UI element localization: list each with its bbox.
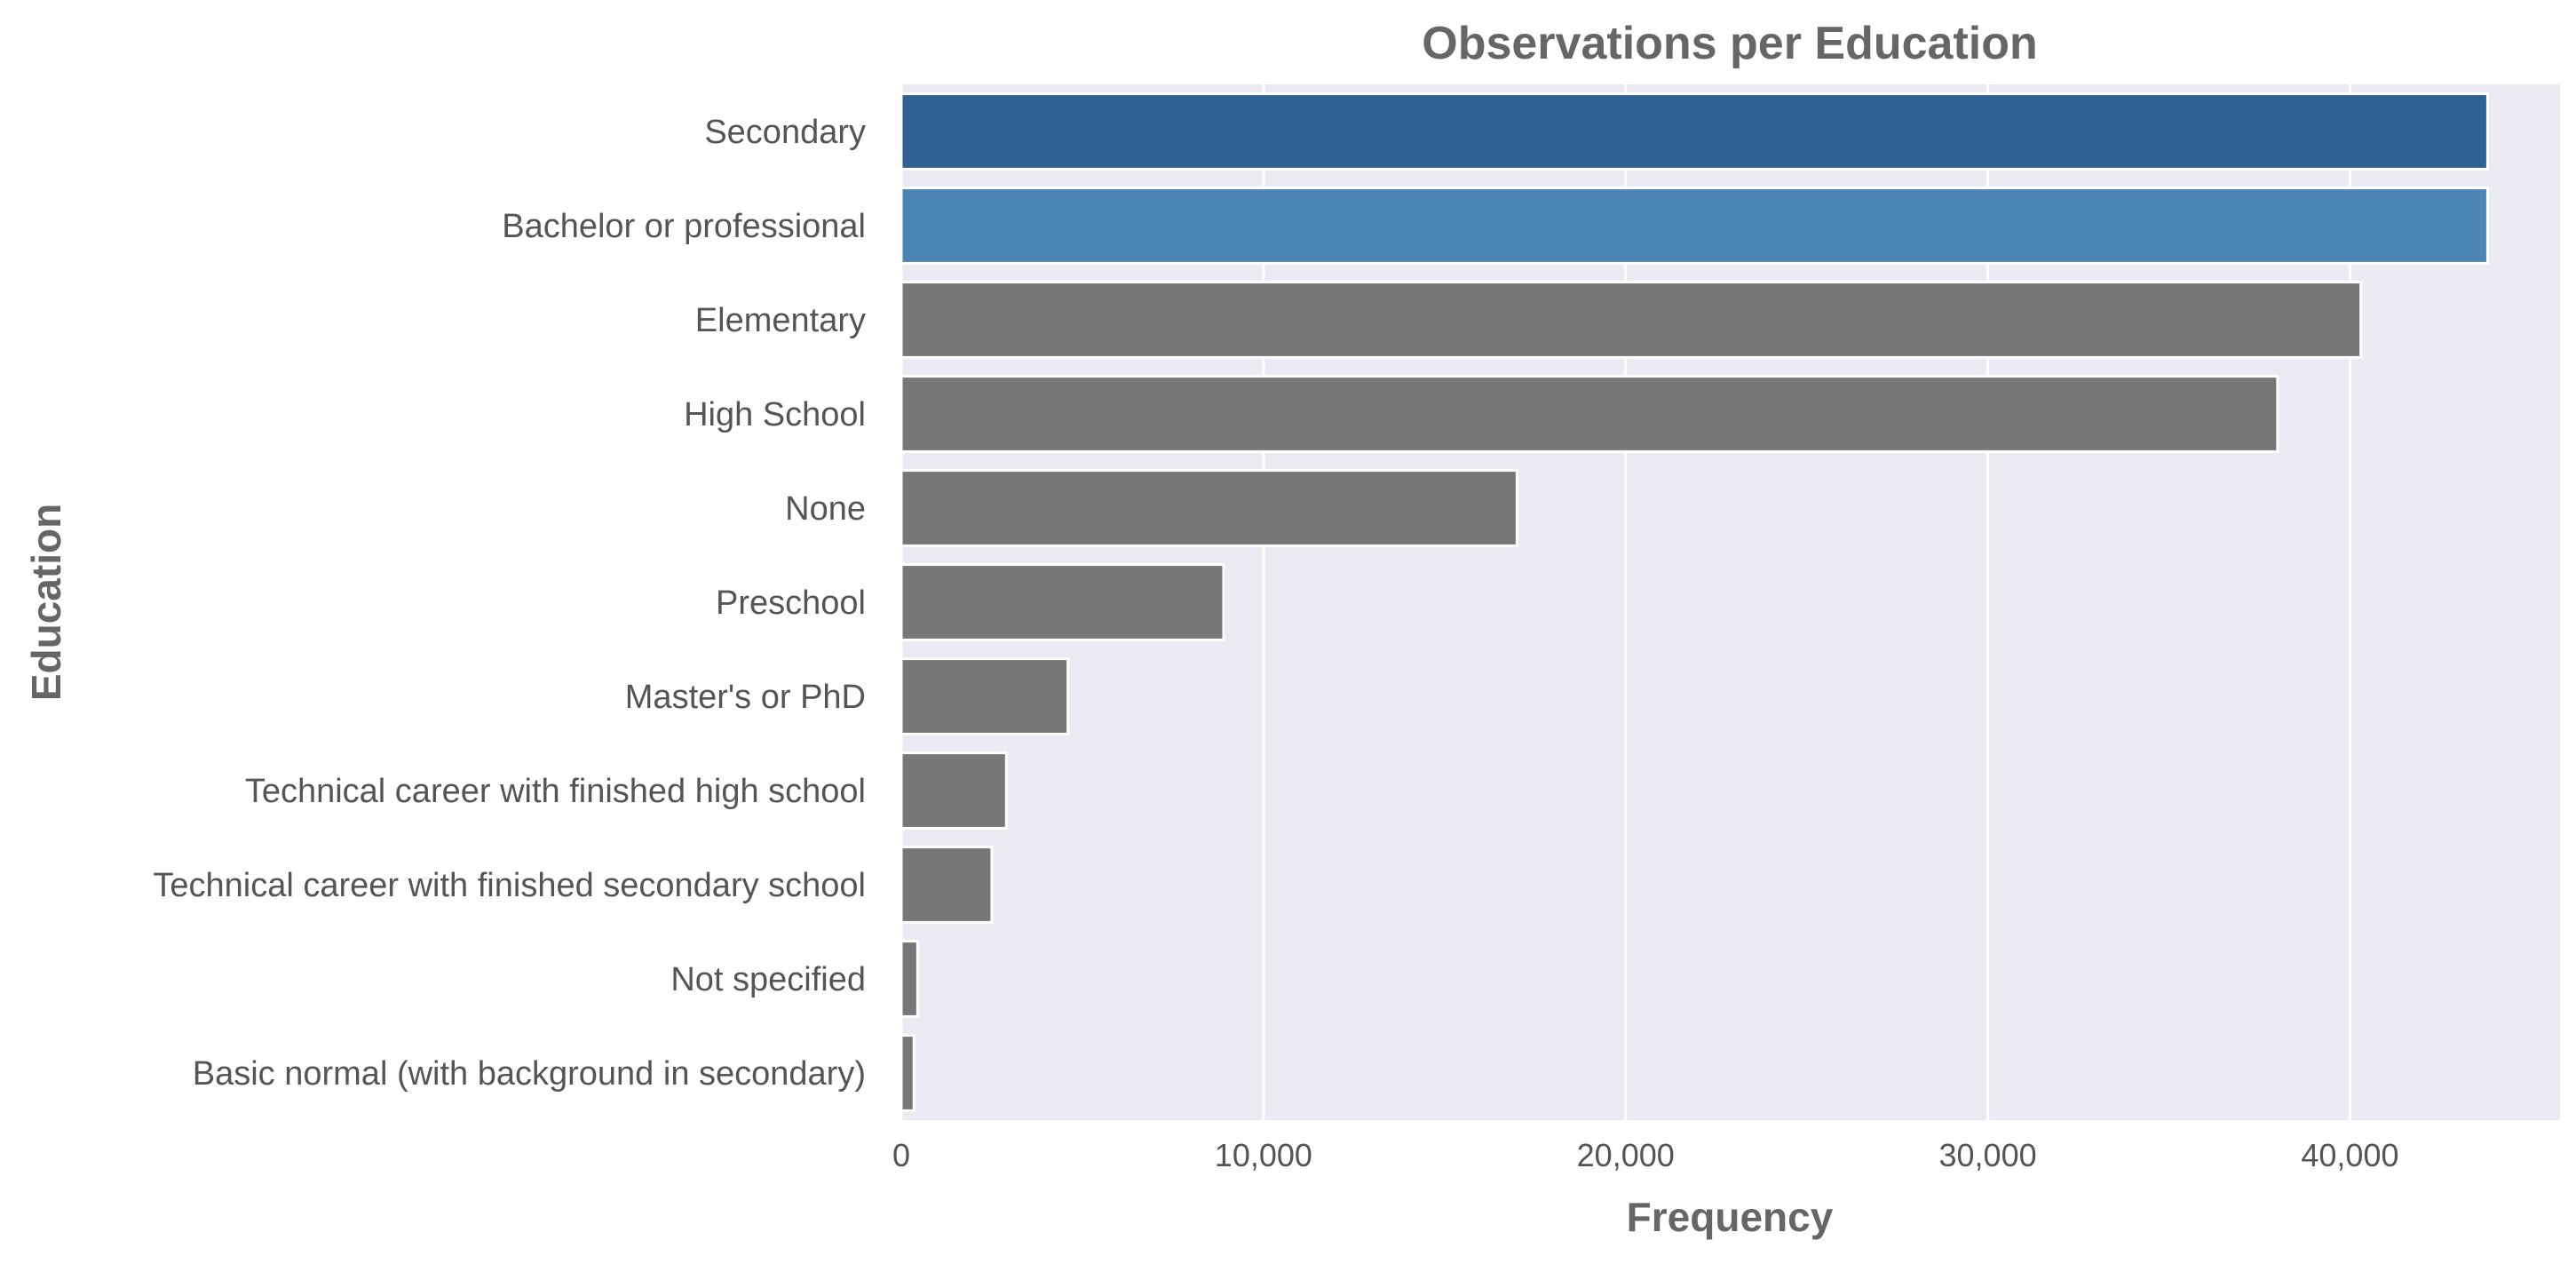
x-tick-label: 10,000 <box>1215 1137 1312 1173</box>
y-tick-label: Preschool <box>716 584 866 622</box>
x-tick-label: 0 <box>892 1137 910 1173</box>
y-tick-label: Not specified <box>670 961 866 998</box>
x-tick-label: 40,000 <box>2301 1137 2398 1173</box>
bar <box>900 940 919 1018</box>
y-tick-labels: Secondary Bachelor or professional Element… <box>153 114 866 1093</box>
bars <box>900 92 2489 1112</box>
y-tick-label: Secondary <box>704 114 866 151</box>
bar <box>900 846 994 924</box>
bar <box>900 469 1518 547</box>
bar <box>900 563 1225 641</box>
y-tick-label: Technical career with finished secondary… <box>153 867 866 904</box>
chart-title: Observations per Education <box>1422 18 2038 69</box>
bar <box>900 187 2489 265</box>
x-axis-label: Frequency <box>1627 1194 1834 1240</box>
bar <box>900 751 1008 830</box>
bar <box>900 1034 915 1112</box>
y-tick-label: Technical career with finished high scho… <box>245 773 866 810</box>
x-tick-label: 20,000 <box>1577 1137 1675 1173</box>
y-axis-label: Education <box>23 504 69 701</box>
bar <box>900 375 2279 453</box>
bar <box>900 281 2363 359</box>
y-tick-label: Elementary <box>695 302 866 339</box>
y-tick-label: None <box>785 490 866 528</box>
bar <box>900 92 2489 171</box>
x-tick-label: 30,000 <box>1939 1137 2037 1173</box>
y-tick-label: Basic normal (with background in seconda… <box>193 1055 866 1093</box>
y-tick-label: Master's or PhD <box>625 679 866 716</box>
y-tick-label: Bachelor or professional <box>502 208 866 245</box>
bar <box>900 657 1070 735</box>
x-tick-labels: 0 10,000 20,000 30,000 40,000 <box>892 1137 2399 1173</box>
y-tick-label: High School <box>684 396 866 433</box>
